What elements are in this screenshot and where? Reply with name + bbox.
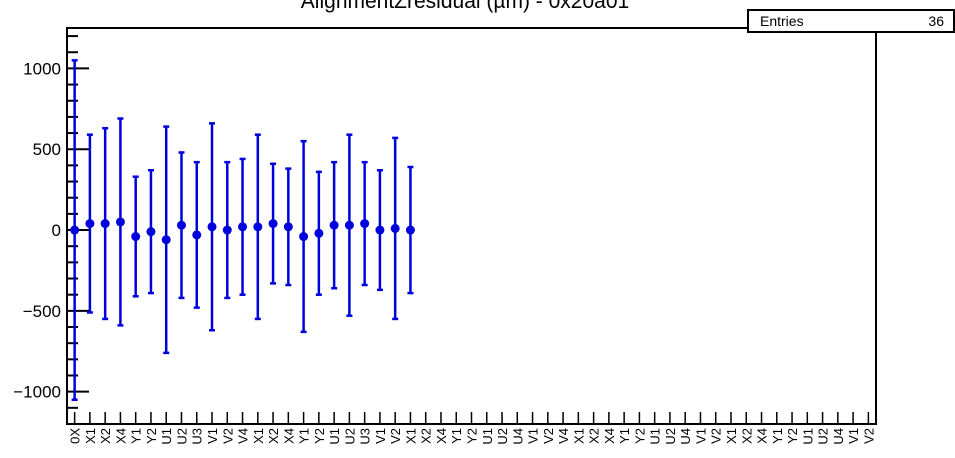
y-tick-label: −1000 bbox=[13, 383, 61, 402]
x-tick-label: U1 bbox=[648, 428, 663, 445]
x-tick-label: X4 bbox=[113, 428, 128, 444]
data-point bbox=[375, 225, 385, 235]
x-tick-label: V2 bbox=[861, 428, 876, 444]
x-tick-label: U3 bbox=[190, 428, 205, 445]
x-axis: 0X X1 X2 X4 Y1 Y2 U1 U2 U3 V1 V2 V4 X1 X2 X4 Y1 Y2 U1 U2 U3… bbox=[68, 412, 876, 445]
x-tick-label: 0X bbox=[68, 428, 83, 444]
data-point bbox=[405, 225, 415, 235]
data-point bbox=[299, 232, 309, 242]
data-point bbox=[70, 225, 80, 235]
x-tick-label: U4 bbox=[831, 428, 846, 445]
x-tick-label: Y1 bbox=[297, 428, 312, 444]
x-tick-label: X1 bbox=[83, 428, 98, 444]
x-tick-label: X1 bbox=[251, 428, 266, 444]
x-tick-label: V2 bbox=[220, 428, 235, 444]
plot-frame bbox=[66, 27, 877, 425]
data-point bbox=[390, 223, 400, 233]
x-tick-label: Y1 bbox=[770, 428, 785, 444]
y-tick-label: −500 bbox=[23, 302, 61, 321]
x-tick-label: U4 bbox=[678, 428, 693, 445]
x-tick-label: Y1 bbox=[129, 428, 144, 444]
x-tick-label: X2 bbox=[98, 428, 113, 444]
y-tick-label: 500 bbox=[33, 140, 61, 159]
x-tick-label: U1 bbox=[800, 428, 815, 445]
x-tick-label: X2 bbox=[266, 428, 281, 444]
x-tick-label: X1 bbox=[571, 428, 586, 444]
x-tick-label: Y2 bbox=[785, 428, 800, 444]
x-tick-label: X1 bbox=[724, 428, 739, 444]
x-tick-label: V1 bbox=[693, 428, 708, 444]
x-tick-label: V1 bbox=[526, 428, 541, 444]
data-point bbox=[268, 219, 278, 229]
data-point bbox=[222, 225, 232, 235]
stats-box: Entries 36 bbox=[747, 9, 955, 33]
data-point bbox=[192, 230, 202, 240]
x-tick-label: V4 bbox=[236, 428, 251, 444]
data-series bbox=[70, 59, 415, 402]
data-point bbox=[131, 232, 141, 242]
x-tick-label: V2 bbox=[541, 428, 556, 444]
x-tick-label: U2 bbox=[816, 428, 831, 445]
stats-box-frame bbox=[747, 9, 955, 33]
data-point bbox=[253, 222, 263, 232]
x-tick-label: X2 bbox=[587, 428, 602, 444]
x-tick-label: U2 bbox=[663, 428, 678, 445]
data-point bbox=[161, 235, 171, 245]
x-tick-label: U2 bbox=[174, 428, 189, 445]
data-point bbox=[314, 228, 324, 238]
data-point bbox=[146, 227, 156, 237]
x-tick-label: V2 bbox=[709, 428, 724, 444]
data-point bbox=[85, 219, 95, 229]
x-tick-label: U1 bbox=[480, 428, 495, 445]
data-point bbox=[344, 220, 354, 230]
x-tick-label: V1 bbox=[373, 428, 388, 444]
x-tick-label: Y1 bbox=[449, 428, 464, 444]
x-tick-label: V2 bbox=[388, 428, 403, 444]
data-point bbox=[115, 217, 125, 227]
data-point bbox=[207, 222, 217, 232]
stats-entries-value: 36 bbox=[928, 13, 944, 29]
x-tick-label: Y2 bbox=[465, 428, 480, 444]
x-tick-label: X4 bbox=[281, 428, 296, 444]
data-point bbox=[329, 220, 339, 230]
data-point bbox=[360, 219, 370, 229]
x-tick-label: X2 bbox=[419, 428, 434, 444]
x-tick-label: U1 bbox=[327, 428, 342, 445]
x-tick-label: Y2 bbox=[632, 428, 647, 444]
data-point bbox=[100, 219, 110, 229]
x-tick-label: Y2 bbox=[144, 428, 159, 444]
x-tick-label: V1 bbox=[846, 428, 861, 444]
x-tick-label: X4 bbox=[755, 428, 770, 444]
x-tick-label: Y1 bbox=[617, 428, 632, 444]
x-tick-label: X1 bbox=[403, 428, 418, 444]
x-tick-label: U3 bbox=[358, 428, 373, 445]
chart-title: AlignmentZresidual (µm) - 0x20a01 bbox=[301, 0, 629, 13]
x-tick-label: X2 bbox=[739, 428, 754, 444]
x-tick-label: X4 bbox=[434, 428, 449, 444]
data-point bbox=[238, 222, 248, 232]
x-tick-label: X4 bbox=[602, 428, 617, 444]
y-tick-label: 0 bbox=[52, 221, 61, 240]
x-tick-label: U1 bbox=[159, 428, 174, 445]
x-tick-label: V4 bbox=[556, 428, 571, 444]
data-point bbox=[176, 220, 186, 230]
y-tick-label: 1000 bbox=[23, 59, 61, 78]
stats-entries-label: Entries bbox=[760, 13, 804, 29]
x-tick-label: Y2 bbox=[312, 428, 327, 444]
x-tick-label: U4 bbox=[510, 428, 525, 445]
x-tick-label: U2 bbox=[342, 428, 357, 445]
data-point bbox=[283, 222, 293, 232]
x-tick-label: U2 bbox=[495, 428, 510, 445]
y-axis: −1000 −500 0 500 1000 bbox=[13, 35, 89, 425]
x-tick-label: V1 bbox=[205, 428, 220, 444]
